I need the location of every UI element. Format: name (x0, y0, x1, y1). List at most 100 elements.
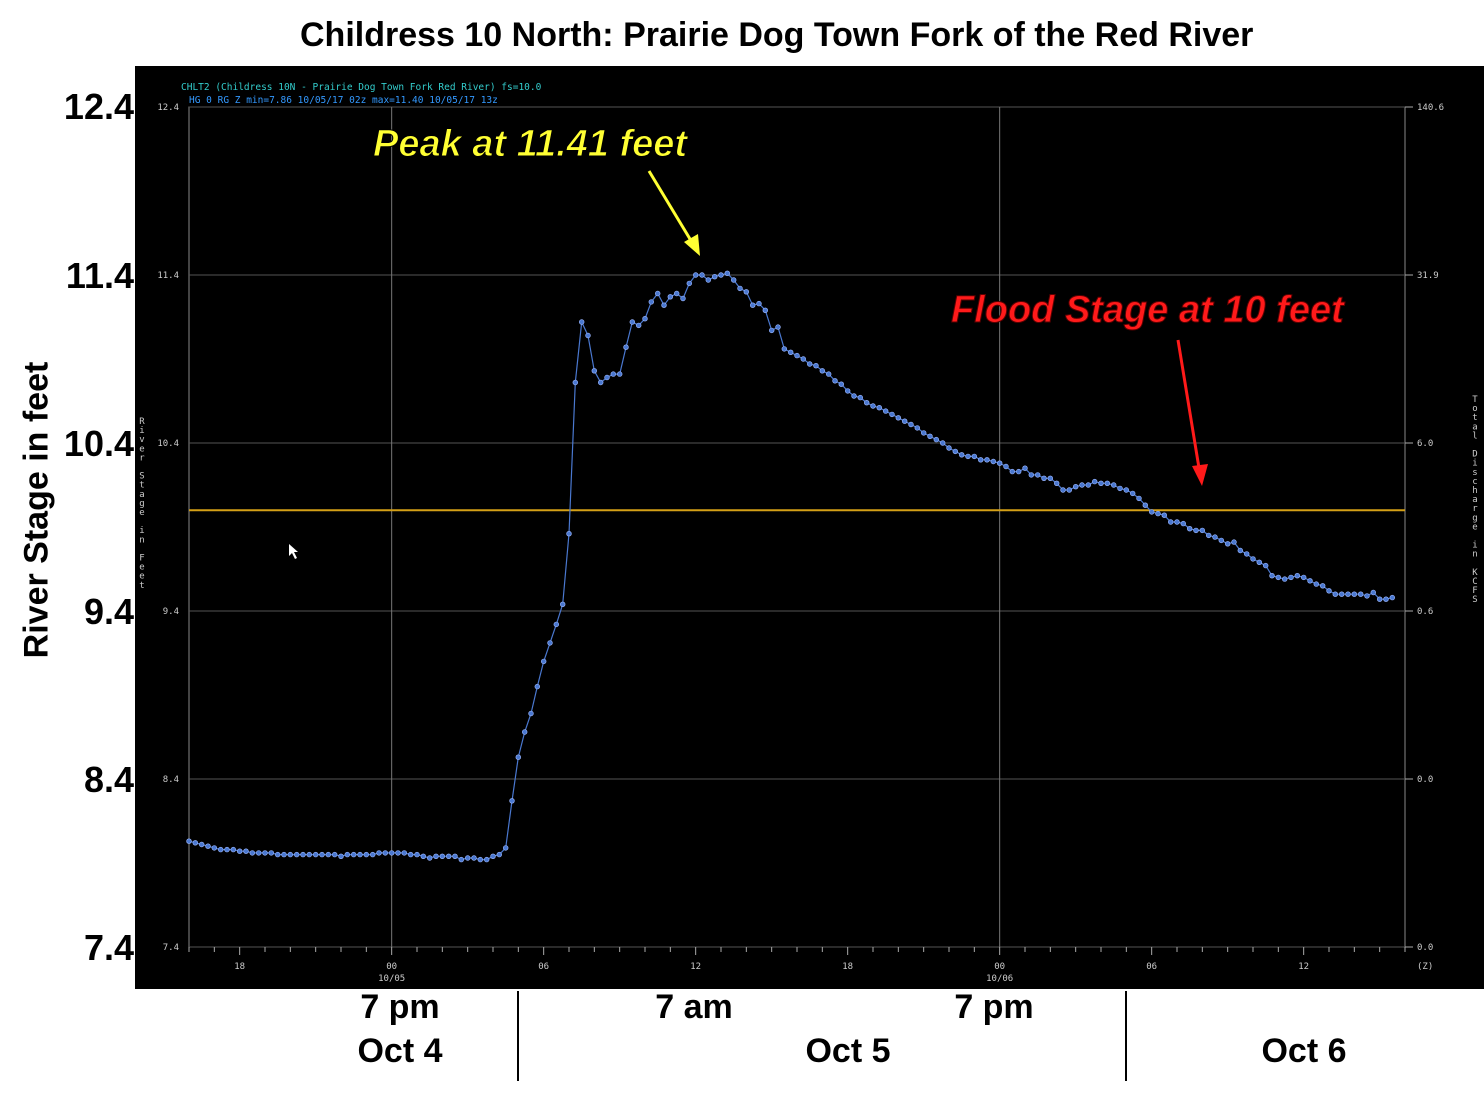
river-stage-point (585, 332, 591, 339)
river-stage-point (1060, 487, 1066, 493)
river-stage-point (1167, 519, 1174, 525)
peak-arrow-shaft (647, 170, 695, 245)
river-stage-point (756, 300, 762, 307)
river-stage-point (901, 418, 908, 424)
river-stage-point (344, 851, 351, 858)
river-stage-point (579, 319, 585, 325)
river-stage-point (522, 729, 528, 735)
river-stage-point (825, 371, 832, 377)
river-stage-point (1313, 581, 1320, 587)
river-stage-point (1294, 573, 1301, 579)
river-stage-point (895, 415, 901, 421)
page-title: Childress 10 North: Prairie Dog Town For… (300, 16, 1254, 54)
river-stage-point (452, 853, 458, 859)
chart-header-line1: CHLT2 (Childress 10N - Prairie Dog Town … (181, 82, 542, 93)
river-stage-point (857, 394, 863, 401)
river-stage-point (458, 856, 464, 863)
river-stage-point (908, 421, 914, 428)
x-tick-label: 00 (994, 962, 1005, 972)
river-stage-point (977, 457, 984, 463)
river-stage-point (946, 445, 952, 451)
x-tick-label: 18 (842, 962, 853, 972)
outer-y-axis-label: River Stage in feet (17, 361, 56, 659)
river-stage-point (1376, 596, 1383, 602)
river-stage-point (560, 601, 566, 607)
river-stage-point (528, 710, 534, 717)
river-stage-point (1364, 593, 1370, 599)
river-stage-point (617, 371, 623, 377)
x-axis-unit: (Z) (1417, 962, 1433, 972)
river-stage-point (389, 850, 395, 856)
river-stage-point (1370, 589, 1377, 596)
peak-arrow-head (684, 234, 700, 256)
plot-frame (188, 106, 1406, 948)
river-stage-point (572, 379, 578, 386)
outer-y-tick-9-4: 9.4 (83, 591, 134, 632)
river-stage-point (806, 361, 813, 367)
x-tick-label: 12 (1298, 962, 1309, 972)
river-stage-point (275, 851, 281, 858)
river-stage-point (1231, 539, 1237, 545)
day-divider-oct5-oct6 (1125, 991, 1127, 1081)
river-stage-point (1079, 482, 1085, 488)
river-stage-point (1123, 487, 1129, 493)
river-stage-point (534, 683, 540, 690)
river-stage-point (1281, 576, 1288, 582)
river-stage-point (1022, 465, 1028, 471)
river-stage-point (1332, 591, 1339, 597)
river-stage-point (781, 346, 787, 352)
river-stage-point (351, 851, 357, 858)
river-stage-point (1142, 502, 1148, 508)
river-stage-point (1129, 490, 1136, 497)
river-stage-point (680, 295, 686, 302)
river-stage-point (933, 436, 939, 443)
river-stage-point (236, 848, 243, 854)
river-stage-point (1047, 475, 1053, 481)
river-stage-point (515, 754, 521, 760)
day-divider-oct4-oct5 (517, 991, 519, 1081)
river-stage-point (889, 411, 895, 418)
river-stage-point (1250, 556, 1256, 562)
river-stage-point (996, 460, 1003, 466)
river-stage-point (1262, 562, 1269, 569)
y2-tick-label: 0.0 (1417, 943, 1433, 953)
river-stage-point (743, 289, 749, 295)
river-stage-point (319, 851, 325, 858)
bottom-label-7am-time: 7 am (655, 988, 733, 1026)
river-stage-point (477, 856, 483, 863)
river-stage-point (1357, 591, 1364, 597)
river-stage-point (610, 371, 616, 377)
river-stage-point (737, 285, 743, 292)
river-stage-point (300, 851, 306, 858)
river-stage-point (1098, 480, 1104, 486)
river-stage-point (547, 640, 553, 646)
river-stage-point (711, 274, 718, 280)
river-stage-point (1338, 591, 1345, 597)
outer-y-tick-8-4: 8.4 (83, 759, 134, 800)
river-stage-point (1180, 520, 1187, 527)
river-stage-point (1212, 534, 1218, 540)
river-stage-point (654, 290, 661, 297)
river-stage-point (363, 851, 370, 858)
river-stage-point (490, 853, 496, 859)
river-stage-point (882, 408, 889, 414)
river-stage-point (1009, 468, 1015, 475)
river-stage-point (1237, 547, 1244, 554)
flood-arrow-shaft (1176, 339, 1201, 469)
mouse-cursor-icon (289, 544, 298, 559)
river-stage-point (591, 368, 597, 374)
river-stage-point (1015, 468, 1022, 475)
river-stage-point (1161, 512, 1168, 518)
river-stage-point (800, 356, 806, 362)
river-stage-point (762, 307, 768, 314)
river-stage-point (705, 277, 711, 283)
river-stage-point (465, 855, 471, 861)
y2-tick-label: 31.9 (1417, 271, 1439, 281)
river-stage-point (819, 368, 825, 374)
river-stage-point (876, 405, 882, 411)
river-stage-point (1041, 475, 1047, 481)
river-stage-point (623, 344, 629, 350)
river-stage-point (541, 658, 547, 665)
